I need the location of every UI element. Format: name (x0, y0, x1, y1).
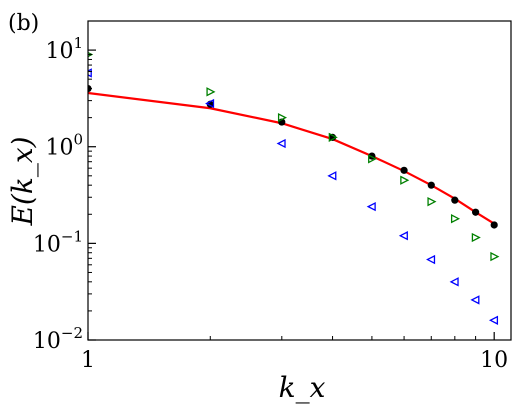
data-point-triangle-right (277, 112, 288, 123)
x-tick-label: 10 (480, 348, 508, 373)
plot-frame (87, 20, 512, 341)
data-point-triangle-left (276, 138, 286, 149)
data-point-triangle-left (449, 277, 459, 287)
data-point-triangle-right (427, 197, 437, 207)
panel-label: (b) (8, 11, 39, 36)
x-tick-label: 1 (81, 348, 95, 373)
data-point-circle (451, 196, 459, 204)
data-point-circle (490, 221, 498, 229)
data-point-triangle-right (490, 251, 500, 262)
x-axis-label: k_x (279, 371, 326, 404)
data-point-triangle-right (328, 132, 338, 143)
data-point-triangle-left (426, 254, 436, 265)
data-point-circle (427, 181, 435, 189)
data-point-triangle-left (366, 201, 376, 212)
data-point-triangle-left (470, 295, 480, 305)
y-tick-label: 10−2 (33, 324, 83, 354)
y-axis-ticks: 10−2 10−1 100 101 (33, 20, 96, 354)
data-point-triangle-right (368, 154, 378, 164)
data-point-circle (328, 133, 337, 141)
y-tick-label: 100 (45, 131, 83, 161)
data-point-triangle-left (327, 171, 337, 181)
y-tick-label: 101 (45, 34, 83, 64)
data-point-triangle-right (450, 214, 461, 224)
data-layer (88, 51, 500, 325)
data-point-circle (472, 208, 480, 216)
data-point-triangle-left (398, 231, 408, 241)
plot-area (87, 20, 512, 341)
data-point-triangle-right (471, 232, 481, 243)
data-point-triangle-left (488, 315, 499, 325)
series-line-0 (88, 91, 495, 225)
data-point-triangle-right (400, 175, 410, 185)
y-axis-label: E(k_x) (6, 136, 39, 226)
data-point-triangle-right (206, 87, 216, 97)
data-point-triangle-left (205, 98, 215, 109)
data-point-circle (400, 166, 408, 174)
y-tick-label: 10−1 (33, 227, 83, 257)
x-axis-ticks: 1 10 (81, 332, 508, 373)
data-point-triangle-left (88, 68, 92, 78)
